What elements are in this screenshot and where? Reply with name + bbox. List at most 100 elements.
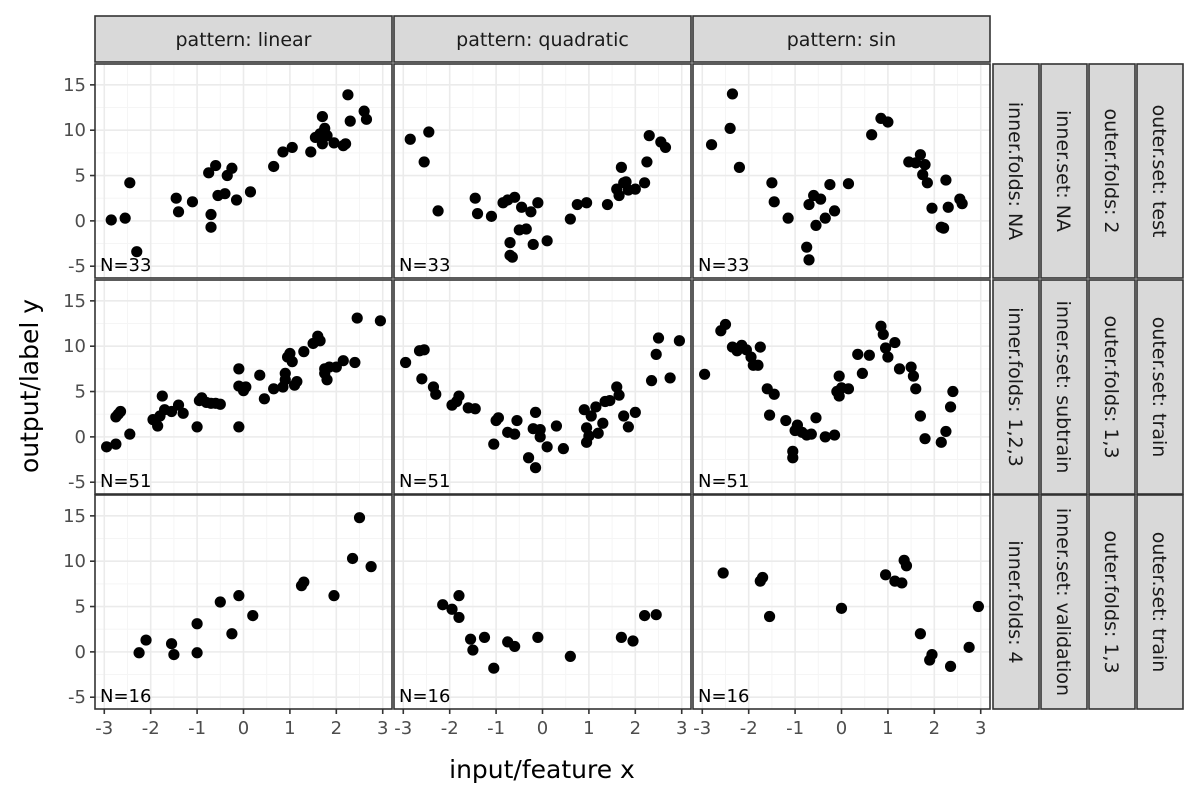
panel-content bbox=[95, 495, 392, 709]
data-point bbox=[286, 356, 298, 368]
data-point bbox=[900, 560, 913, 572]
row-strip-label: inner.folds: 1,2,3 bbox=[1004, 307, 1026, 467]
data-point bbox=[618, 410, 630, 422]
y-tick-label: 15 bbox=[63, 75, 86, 96]
data-point bbox=[534, 431, 546, 443]
data-point bbox=[152, 420, 164, 432]
panel-r2-c3: N=51 bbox=[692, 279, 991, 495]
panel-border bbox=[393, 63, 692, 279]
row-strip-label: outer.set: test bbox=[1148, 105, 1170, 238]
y-tick-label: 10 bbox=[63, 551, 86, 572]
strip-background bbox=[1136, 279, 1184, 495]
data-point bbox=[935, 436, 947, 448]
data-point bbox=[629, 183, 641, 195]
data-point bbox=[291, 375, 303, 388]
data-point bbox=[940, 425, 952, 438]
data-point bbox=[893, 363, 906, 375]
data-point bbox=[752, 359, 764, 371]
data-point bbox=[172, 399, 185, 411]
data-point bbox=[879, 569, 892, 581]
strip-background bbox=[1040, 63, 1088, 279]
data-point bbox=[346, 552, 359, 565]
data-point bbox=[641, 156, 653, 168]
data-point bbox=[564, 213, 576, 225]
data-point bbox=[316, 110, 328, 123]
row-strip: outer.set: train bbox=[1136, 279, 1184, 495]
x-tick-label: 0 bbox=[836, 718, 847, 739]
data-point bbox=[673, 335, 685, 347]
data-point bbox=[956, 198, 968, 210]
data-point bbox=[230, 194, 243, 206]
panel-border bbox=[692, 63, 991, 279]
data-point bbox=[877, 328, 889, 341]
data-point bbox=[110, 438, 122, 450]
data-point bbox=[757, 571, 769, 584]
count-label: N=51 bbox=[100, 471, 151, 492]
data-point bbox=[564, 650, 576, 663]
data-point bbox=[650, 609, 662, 621]
data-point bbox=[506, 251, 518, 263]
data-point bbox=[316, 138, 328, 150]
data-point bbox=[156, 390, 168, 402]
data-point bbox=[803, 254, 815, 266]
x-axis-title: input/feature x bbox=[449, 755, 635, 784]
data-point bbox=[896, 577, 908, 589]
x-tick-label: -1 bbox=[786, 718, 804, 739]
data-point bbox=[277, 146, 289, 158]
data-point bbox=[724, 122, 736, 134]
row-strip: inner.set: subtrain bbox=[1040, 279, 1088, 495]
data-point bbox=[471, 208, 484, 220]
y-axis-title: output/label y bbox=[15, 299, 44, 473]
data-point bbox=[828, 429, 841, 441]
row-strips: inner.folds: NA inner.set: NA outer.folds:… bbox=[992, 63, 1184, 710]
y-tick-label: -5 bbox=[68, 472, 86, 493]
count-label: N=16 bbox=[100, 686, 151, 707]
data-point bbox=[613, 189, 625, 202]
data-point bbox=[298, 346, 310, 358]
x-tick-label: -1 bbox=[188, 718, 206, 739]
row-strip: outer.set: train bbox=[1136, 494, 1184, 710]
data-point bbox=[717, 567, 729, 579]
strip-background bbox=[992, 63, 1040, 279]
data-point bbox=[353, 512, 366, 524]
data-point bbox=[478, 631, 491, 643]
data-point bbox=[504, 237, 516, 249]
y-tick-label: 0 bbox=[75, 211, 86, 232]
data-point bbox=[940, 174, 952, 186]
data-point bbox=[453, 390, 465, 402]
data-point bbox=[787, 452, 799, 464]
panel-content bbox=[95, 280, 392, 494]
count-label: N=16 bbox=[399, 686, 450, 707]
data-point bbox=[488, 662, 500, 674]
data-point bbox=[768, 196, 780, 208]
row-strip: outer.folds: 1,3 bbox=[1088, 279, 1136, 495]
data-point bbox=[963, 641, 975, 653]
data-point bbox=[571, 198, 583, 211]
data-point bbox=[947, 385, 959, 398]
y-tick-label: 0 bbox=[75, 642, 86, 663]
data-point bbox=[919, 433, 931, 445]
data-point bbox=[615, 631, 627, 643]
data-point bbox=[659, 141, 672, 154]
x-tick-label: 2 bbox=[929, 718, 940, 739]
x-tick-label: -2 bbox=[441, 718, 459, 739]
panel-r1-c3: N=33 bbox=[692, 63, 991, 279]
data-point bbox=[780, 414, 792, 427]
panel-border bbox=[393, 279, 692, 495]
data-point bbox=[177, 407, 189, 419]
data-point bbox=[525, 206, 537, 218]
column-strip-label: pattern: sin bbox=[787, 29, 896, 51]
data-point bbox=[532, 197, 544, 209]
data-point bbox=[733, 161, 746, 173]
panel-content bbox=[394, 280, 691, 494]
data-point bbox=[321, 130, 333, 142]
x-tick-label: 2 bbox=[331, 718, 342, 739]
data-point bbox=[529, 406, 542, 418]
x-tick-label: 3 bbox=[975, 718, 986, 739]
row-strip-label: outer.set: train bbox=[1148, 317, 1170, 458]
data-point bbox=[622, 421, 634, 433]
data-point bbox=[244, 186, 257, 198]
x-tick-label: 0 bbox=[238, 718, 249, 739]
strip-background bbox=[1088, 494, 1136, 710]
